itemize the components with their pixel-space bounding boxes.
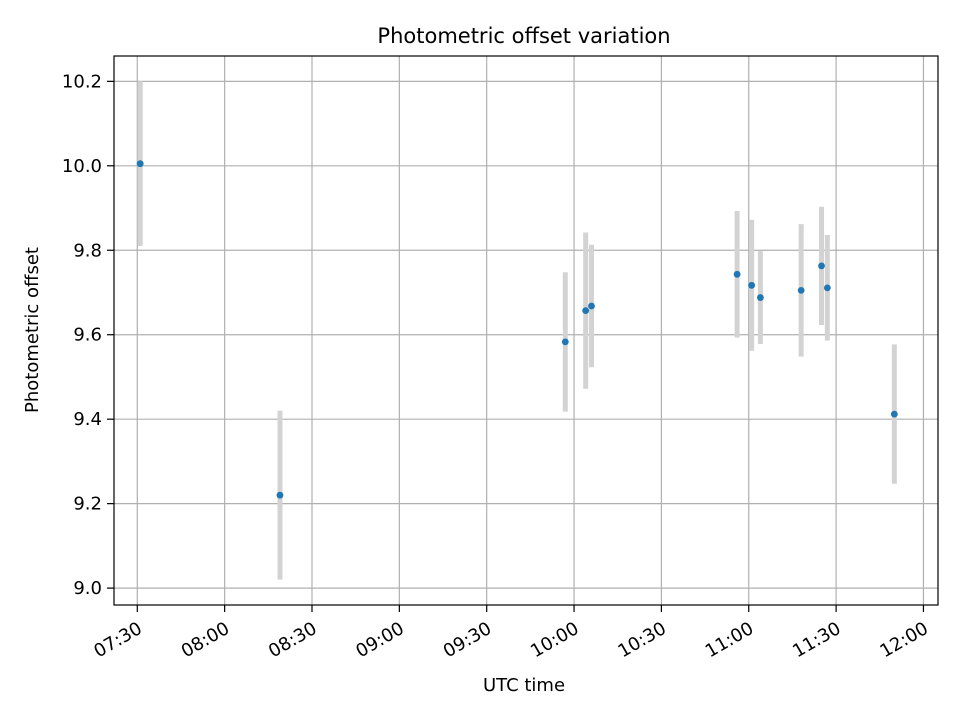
x-tick-label: 11:30	[789, 618, 844, 662]
data-point	[733, 270, 741, 278]
data-point	[797, 286, 805, 294]
x-tick-label: 10:30	[614, 618, 669, 662]
x-tick-label: 08:00	[178, 618, 233, 662]
data-point	[823, 284, 831, 292]
y-tick-label: 9.8	[73, 240, 102, 261]
data-point	[818, 262, 825, 270]
data-points	[136, 160, 898, 499]
data-point	[276, 491, 284, 499]
grid	[114, 56, 938, 605]
data-point	[756, 294, 764, 301]
y-axis-label: Photometric offset	[22, 247, 43, 413]
y-tick-label: 9.2	[73, 494, 102, 515]
x-tick-label: 09:00	[352, 618, 407, 662]
y-tick-label: 9.6	[73, 325, 102, 346]
y-tick-label: 10.0	[62, 156, 102, 177]
y-tick-label: 9.4	[73, 409, 102, 430]
y-axis-ticks: 9.0 9.2 9.4 9.6 9.8 10.0 10.2	[62, 71, 114, 599]
y-tick-label: 10.2	[62, 71, 102, 92]
x-tick-label: 12:00	[877, 618, 932, 662]
data-point	[136, 160, 144, 168]
x-tick-label: 08:30	[265, 618, 320, 662]
x-tick-label: 09:30	[440, 618, 495, 662]
error-bars	[137, 81, 897, 580]
x-tick-label: 11:00	[702, 618, 757, 662]
y-tick-label: 9.0	[73, 578, 102, 599]
data-point	[582, 307, 590, 315]
chart-title: Photometric offset variation	[377, 24, 670, 48]
x-tick-label: 10:00	[527, 618, 582, 662]
x-axis-label: UTC time	[483, 675, 565, 696]
x-tick-label: 07:30	[90, 618, 145, 662]
data-point	[588, 302, 595, 310]
plot-area-frame	[113, 55, 939, 606]
data-point	[748, 281, 756, 289]
data-point	[890, 410, 898, 418]
x-axis-ticks: 07:30 08:00 08:30 09:00 09:30 10:00 10:30 11:00…	[90, 605, 932, 662]
data-point	[561, 338, 569, 346]
